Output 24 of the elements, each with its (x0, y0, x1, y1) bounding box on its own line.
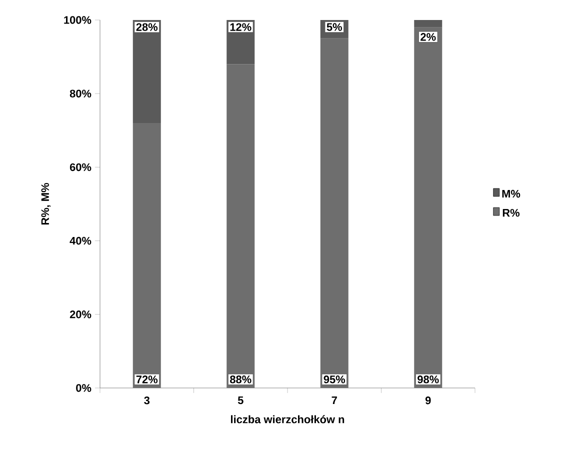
data-label: 95% (324, 376, 346, 384)
y-tick-label: 20% (70, 310, 92, 318)
x-tick-label: 7 (332, 396, 337, 404)
x-tick-label: 9 (425, 396, 431, 404)
data-label: 28% (136, 23, 158, 31)
legend-label: R% (502, 208, 520, 217)
y-axis-title: R%, M% (41, 182, 51, 225)
data-label: 5% (326, 23, 342, 31)
y-tick-label: 80% (70, 90, 92, 98)
y-tick-label: 40% (70, 236, 92, 245)
data-label: 2% (420, 33, 436, 41)
y-tick-label: 100% (64, 16, 92, 24)
legend-label: M% (502, 190, 520, 198)
y-tick-label: 0% (76, 384, 92, 392)
data-label: 98% (418, 376, 439, 384)
x-tick-label: 5 (238, 396, 244, 404)
data-label: 88% (230, 376, 252, 384)
data-label: 72% (136, 376, 158, 384)
data-label: 12% (230, 23, 252, 31)
x-tick-label: 3 (144, 396, 150, 404)
bar (132, 20, 161, 124)
x-axis-title: liczba wierzchołków n (231, 415, 344, 424)
bar (414, 20, 442, 28)
y-tick-label: 60% (70, 163, 92, 172)
